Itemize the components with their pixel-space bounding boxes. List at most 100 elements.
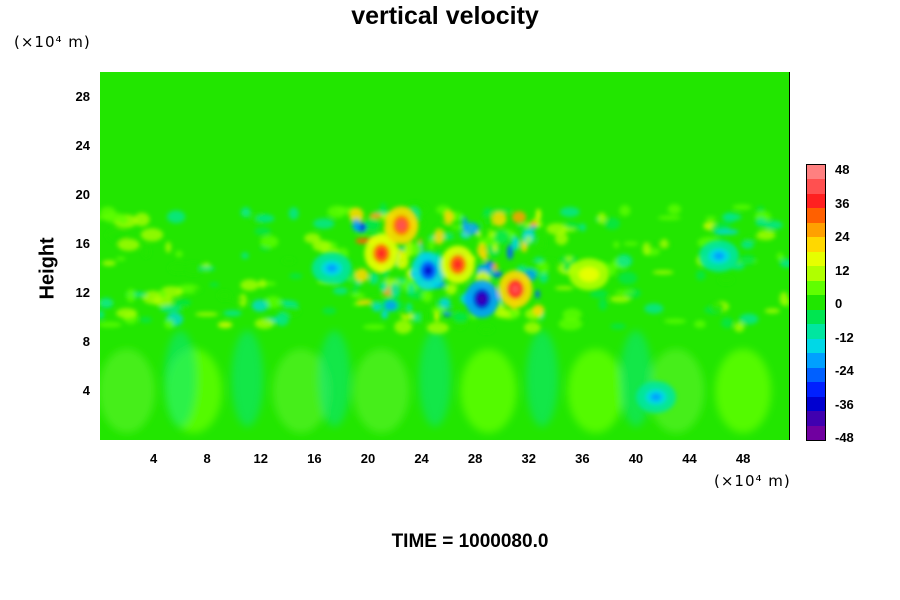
- field-cell: [260, 235, 279, 249]
- field-cell: [356, 299, 372, 305]
- field-cell: [597, 212, 607, 224]
- field-cell: [159, 289, 167, 299]
- field-cell: [613, 241, 620, 249]
- field-cell: [491, 271, 504, 278]
- field-cell: [463, 222, 480, 235]
- field-cell: [313, 218, 335, 229]
- x-tick-label: 24: [414, 451, 429, 466]
- field-cell: [546, 223, 568, 235]
- x-tick-label: 16: [307, 451, 322, 466]
- field-cell: [133, 212, 150, 227]
- field-cell: [721, 317, 734, 329]
- field-cell: [433, 229, 445, 245]
- field-cell: [100, 310, 105, 320]
- field-cell: [554, 286, 574, 291]
- colorbar-tick-label: 0: [835, 296, 843, 311]
- colorbar-swatch: [807, 280, 825, 296]
- time-annotation: TIME = 1000080.0: [391, 531, 549, 552]
- plot-area: [100, 72, 790, 440]
- y-tick-label: 4: [82, 382, 90, 398]
- field-cell: [168, 262, 188, 274]
- field-cell: [460, 348, 517, 433]
- field-cell: [443, 306, 459, 314]
- field-cell: [604, 217, 621, 230]
- field-cell: [142, 290, 164, 305]
- field-cell: [648, 242, 672, 250]
- field-cell: [240, 279, 259, 291]
- y-tick-label: 28: [75, 88, 90, 104]
- field-cell: [241, 252, 249, 260]
- field-cell: [559, 206, 580, 217]
- field-cell: [118, 214, 129, 225]
- field-cell: [476, 231, 482, 237]
- x-tick-label: 12: [253, 451, 268, 466]
- field-cell: [715, 348, 772, 433]
- field-cell: [304, 233, 321, 244]
- field-cell: [164, 319, 175, 329]
- field-cell: [562, 263, 572, 272]
- field-cell: [565, 255, 573, 262]
- field-cell: [740, 240, 754, 250]
- colorbar-tick-label: -24: [835, 363, 854, 378]
- field-cell: [558, 317, 583, 331]
- y-axis-unit: (×10⁴ m): [14, 33, 91, 51]
- field-cell: [567, 348, 624, 433]
- field-cell: [619, 205, 631, 217]
- x-tick-label: 40: [628, 451, 644, 466]
- field-cell: [667, 204, 682, 215]
- field-cell: [657, 215, 681, 221]
- colorbar-swatch: [807, 382, 825, 398]
- field-cell: [183, 261, 204, 276]
- field-cell: [318, 330, 351, 427]
- field-cell: [494, 230, 510, 245]
- x-tick-label: 36: [575, 451, 590, 466]
- field-cell: [355, 237, 372, 245]
- field-cell: [614, 289, 635, 295]
- field-cell: [199, 266, 215, 272]
- colorbar-tick-label: -12: [835, 329, 854, 345]
- field-cell: [140, 228, 164, 242]
- field-cell: [105, 228, 127, 242]
- field-cell: [418, 330, 451, 427]
- field-cell: [116, 308, 138, 319]
- colorbar-swatch: [807, 353, 825, 369]
- field-cell: [619, 330, 652, 427]
- field-cell: [555, 232, 569, 246]
- colorbar-tick-label: 12: [835, 262, 850, 278]
- field-cell: [272, 348, 329, 433]
- field-feature: [397, 220, 406, 231]
- field-feature: [650, 393, 662, 401]
- field-cell: [349, 207, 364, 223]
- chart-title: vertical velocity: [351, 2, 539, 30]
- colorbar-swatch: [807, 338, 825, 354]
- field-cell: [529, 220, 538, 227]
- field-cell: [493, 243, 498, 252]
- field-cell: [231, 330, 264, 427]
- field-cell: [517, 223, 526, 230]
- field-cell: [732, 204, 752, 210]
- field-cell: [652, 270, 674, 275]
- field-cell: [254, 227, 271, 236]
- field-cell: [610, 323, 626, 330]
- field-cell: [526, 330, 559, 427]
- field-cell: [379, 281, 388, 292]
- field-cell: [438, 297, 451, 308]
- colorbar-swatch: [807, 222, 825, 238]
- field-cell: [410, 242, 423, 257]
- field-cell: [369, 212, 384, 219]
- field-cell: [384, 300, 398, 311]
- field-cell: [428, 237, 434, 252]
- field-cell: [363, 324, 386, 330]
- field-cell: [642, 242, 651, 256]
- field-cell: [192, 287, 203, 293]
- field-feature: [377, 248, 386, 259]
- velocity-field: [100, 201, 789, 433]
- field-cell: [488, 208, 513, 214]
- colorbar-swatch: [807, 396, 825, 412]
- field-cell: [288, 207, 299, 220]
- field-cell: [511, 211, 527, 224]
- field-feature: [326, 264, 338, 273]
- field-cell: [421, 289, 433, 303]
- field-cell: [623, 241, 639, 246]
- field-cell: [537, 237, 547, 250]
